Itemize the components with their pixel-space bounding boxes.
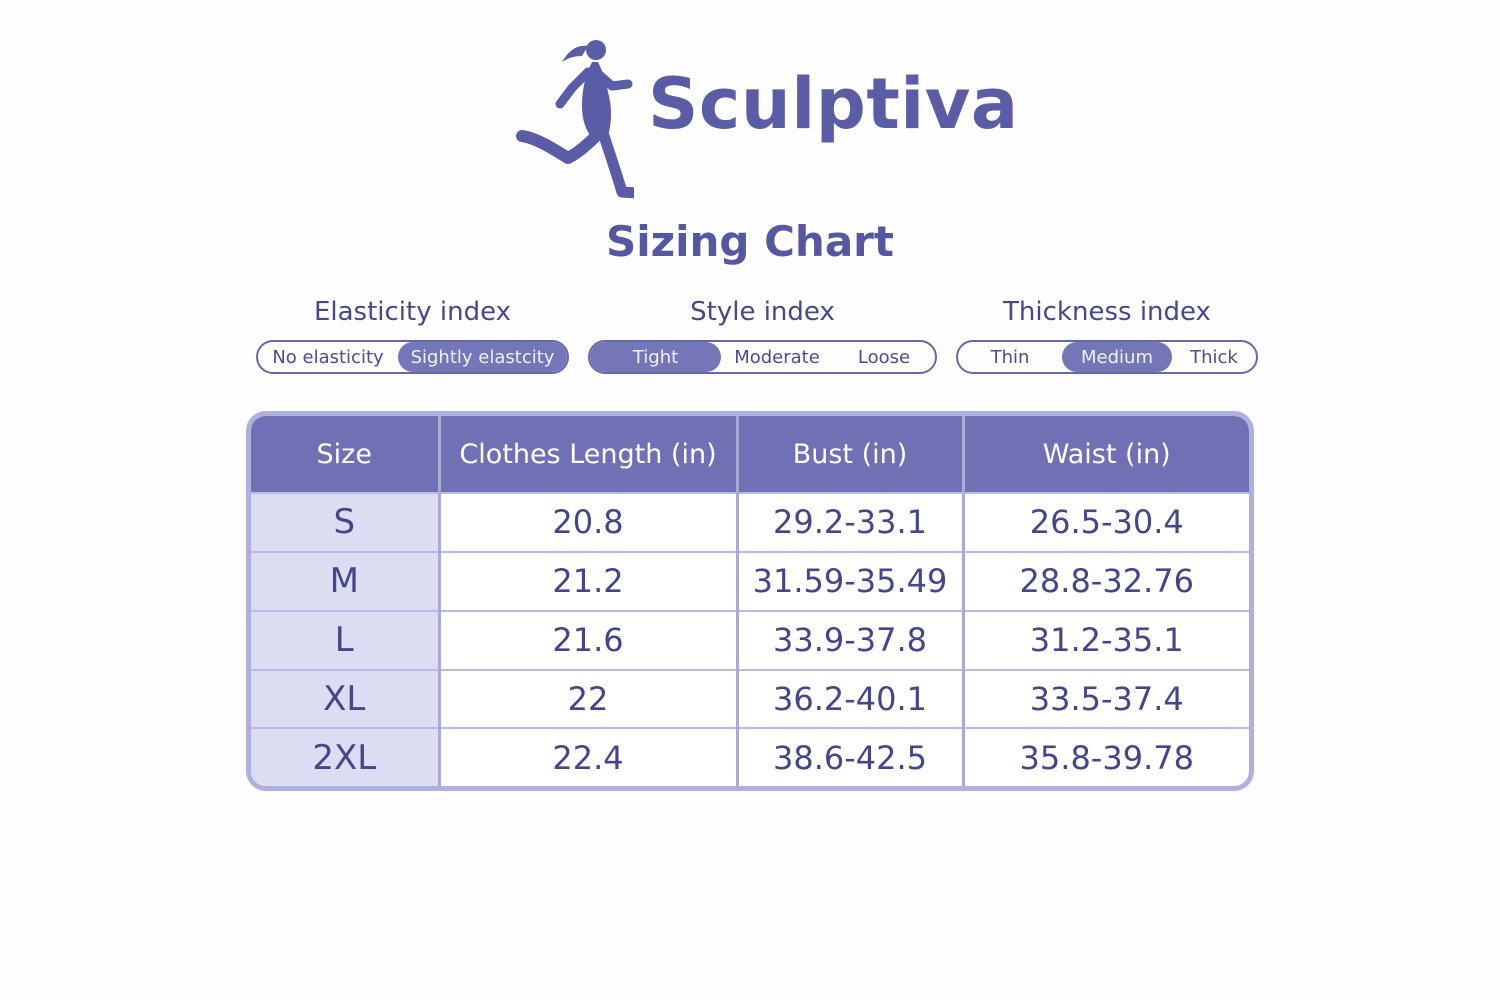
clothes-length-cell: 22.4 (439, 727, 739, 786)
option-medium[interactable]: Medium (1062, 342, 1172, 372)
bust-cell: 29.2-33.1 (737, 492, 965, 552)
table-row: L 21.6 33.9-37.8 31.2-35.1 (251, 609, 1249, 670)
bust-cell: 36.2-40.1 (737, 668, 965, 729)
size-cell: M (251, 550, 441, 611)
elasticity-options: No elasticity Sightly elastcity (256, 340, 569, 374)
table-row: S 20.8 29.2-33.1 26.5-30.4 (251, 492, 1249, 552)
size-cell: L (251, 609, 441, 670)
option-loose[interactable]: Loose (857, 346, 911, 368)
thickness-options: Thin Medium Thick (956, 340, 1258, 374)
waist-cell: 31.2-35.1 (963, 609, 1249, 670)
brand-name: Sculptiva (648, 63, 1019, 145)
header-waist: Waist (in) (963, 416, 1249, 493)
sizing-table: Size Clothes Length (in) Bust (in) Waist… (246, 411, 1254, 791)
waist-cell: 26.5-30.4 (963, 492, 1249, 552)
elasticity-index-title: Elasticity index (313, 297, 512, 327)
option-moderate[interactable]: Moderate (734, 346, 820, 368)
elasticity-index: Elasticity index No elasticity Sightly e… (256, 292, 569, 374)
clothes-length-cell: 22 (439, 668, 739, 729)
option-thick[interactable]: Thick (1190, 346, 1238, 368)
size-cell: XL (251, 668, 441, 729)
clothes-length-cell: 21.6 (439, 609, 739, 670)
brand-logo: Sculptiva (516, 36, 1018, 200)
waist-cell: 28.8-32.76 (963, 550, 1249, 611)
waist-cell: 33.5-37.4 (963, 668, 1249, 729)
option-no-elasticity[interactable]: No elasticity (272, 346, 384, 368)
clothes-length-cell: 21.2 (439, 550, 739, 611)
header-size: Size (251, 416, 441, 493)
bust-cell: 38.6-42.5 (737, 727, 965, 786)
page-title: Sizing Chart (606, 217, 894, 266)
table-row: 2XL 22.4 38.6-42.5 35.8-39.78 (251, 727, 1249, 786)
option-slightly-elasticity[interactable]: Sightly elastcity (398, 342, 567, 372)
style-index-title: Style index (690, 297, 835, 327)
header-bust: Bust (in) (737, 416, 965, 493)
table-row: M 21.2 31.59-35.49 28.8-32.76 (251, 550, 1249, 611)
bust-cell: 33.9-37.8 (737, 609, 965, 670)
thickness-index: Thickness index Thin Medium Thick (956, 292, 1258, 374)
header-clothes-length: Clothes Length (in) (439, 416, 739, 493)
style-index: Style index Tight Moderate Loose (588, 292, 937, 374)
table-row: XL 22 36.2-40.1 33.5-37.4 (251, 668, 1249, 729)
bust-cell: 31.59-35.49 (737, 550, 965, 611)
size-cell: S (251, 492, 441, 552)
waist-cell: 35.8-39.78 (963, 727, 1249, 786)
option-tight[interactable]: Tight (590, 342, 721, 372)
clothes-length-cell: 20.8 (439, 492, 739, 552)
thickness-index-title: Thickness index (1003, 297, 1211, 327)
style-options: Tight Moderate Loose (588, 340, 937, 374)
table-header-row: Size Clothes Length (in) Bust (in) Waist… (251, 416, 1249, 493)
size-cell: 2XL (251, 727, 441, 786)
running-woman-icon (516, 40, 634, 199)
option-thin[interactable]: Thin (990, 346, 1030, 368)
